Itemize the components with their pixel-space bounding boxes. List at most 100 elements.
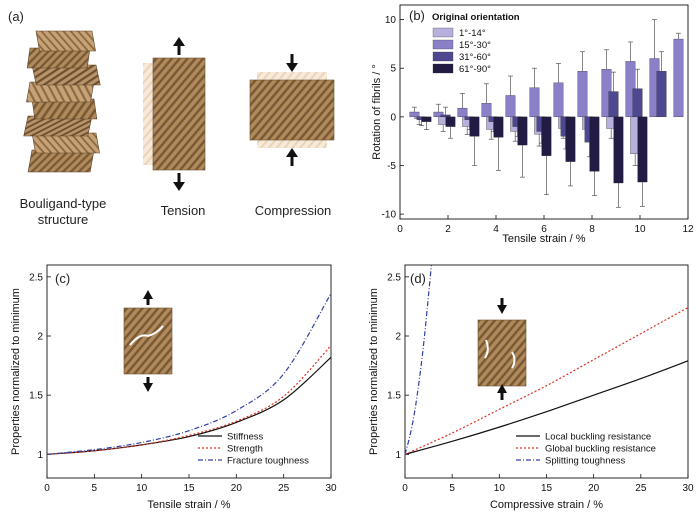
y-tick-label: 2	[37, 332, 43, 343]
y-tick-label: 1.5	[387, 391, 401, 402]
tension-block	[143, 37, 206, 191]
panel-a-label: (a)	[8, 9, 24, 24]
bar	[656, 70, 667, 118]
panel-c: (c) 0 5 10 15 20 25 30 1 1.5 2 2.5 Tensile strain /…	[10, 264, 337, 511]
legend-entry: Splitting toughness	[545, 456, 626, 467]
y-tick-label: 0	[390, 112, 396, 123]
arrow-down-icon	[143, 377, 153, 392]
x-tick-label: 30	[682, 483, 694, 494]
y-tick-label: 1	[395, 450, 401, 461]
x-axis-label: Tensile strain / %	[502, 233, 585, 245]
bar	[457, 107, 468, 118]
arrow-down-icon	[173, 173, 185, 191]
bar	[529, 87, 540, 118]
panel-a: (a)	[8, 9, 335, 227]
arrow-up-icon	[143, 290, 153, 305]
series-line	[46, 345, 332, 455]
x-tick-label: 10	[494, 483, 506, 494]
series-line	[46, 293, 332, 455]
x-tick-label: 0	[397, 224, 403, 235]
x-tick-label: 12	[682, 224, 694, 235]
bar	[637, 116, 648, 183]
bar	[673, 38, 684, 118]
legend-entry: 1°-14°	[459, 28, 486, 39]
x-tick-label: 25	[278, 483, 290, 494]
x-axis-label: Tensile strain / %	[147, 499, 230, 511]
x-axis-label: Compressive strain / %	[490, 499, 603, 511]
caption-structure-line2: structure	[38, 212, 89, 227]
y-tick-label: 10	[385, 15, 397, 26]
legend-entry: Strength	[227, 444, 263, 455]
caption-structure-line1: Bouligand-type	[20, 196, 107, 211]
panel-b: (b) 0 2 4 6 8 10 12 -10 -5 0 5 10 Tensile strain / …	[371, 4, 694, 245]
caption-tension: Tension	[161, 203, 206, 218]
y-tick-label: 2	[395, 332, 401, 343]
y-tick-label: 1	[37, 450, 43, 461]
x-tick-label: 5	[449, 483, 455, 494]
x-tick-label: 10	[136, 483, 148, 494]
x-tick-label: 10	[634, 224, 646, 235]
bar	[565, 116, 576, 162]
x-tick-label: 8	[589, 224, 595, 235]
legend-swatch	[432, 51, 454, 62]
compression-block	[249, 54, 335, 166]
x-tick-label: 30	[325, 483, 337, 494]
y-axis-label: Rotation of fibrils / °	[371, 64, 383, 160]
bar	[541, 116, 552, 156]
x-tick-label: 0	[44, 483, 50, 494]
arrow-up-icon	[173, 37, 185, 55]
series-line	[404, 307, 689, 455]
legend-title: Original orientation	[432, 12, 520, 23]
caption-compression: Compression	[255, 203, 332, 218]
y-axis-label: Properties normalized to minimum	[368, 288, 380, 455]
x-tick-label: 6	[541, 224, 547, 235]
bar	[608, 91, 619, 118]
compression-inset	[477, 298, 527, 400]
x-tick-label: 0	[402, 483, 408, 494]
legend-entry: 31°-60°	[459, 52, 491, 63]
y-tick-label: -10	[382, 210, 397, 221]
series-line	[404, 264, 433, 455]
legend-entry: 61°-90°	[459, 64, 491, 75]
bar	[481, 103, 492, 118]
bar	[517, 116, 528, 146]
series-line	[46, 356, 332, 455]
x-tick-label: 20	[588, 483, 600, 494]
bar	[445, 116, 456, 127]
bar	[505, 95, 516, 118]
tension-inset	[123, 290, 173, 392]
bar	[469, 116, 480, 137]
legend-swatch	[432, 39, 454, 50]
y-tick-label: 2.5	[29, 272, 43, 283]
legend-swatch	[432, 63, 454, 74]
bar	[553, 82, 564, 118]
bar	[577, 70, 588, 118]
panel-d-label: (d)	[410, 271, 426, 286]
x-tick-label: 25	[635, 483, 647, 494]
bar	[589, 116, 600, 172]
y-tick-label: -5	[387, 161, 396, 172]
arrow-up-icon	[497, 384, 507, 400]
bouligand-stack	[23, 30, 101, 173]
legend-entry: Stiffness	[227, 432, 264, 443]
y-axis-label: Properties normalized to minimum	[10, 288, 22, 455]
legend-entry: 15°-30°	[459, 40, 491, 51]
legend-entry: Global buckling resistance	[545, 444, 656, 455]
arrow-up-icon	[286, 148, 298, 166]
x-tick-label: 15	[541, 483, 553, 494]
x-tick-label: 4	[493, 224, 499, 235]
arrow-down-icon	[286, 54, 298, 72]
plot-frame-c	[46, 264, 332, 479]
arrow-down-icon	[497, 298, 507, 314]
bar	[493, 116, 504, 138]
series-line	[404, 360, 689, 455]
x-tick-label: 5	[92, 483, 98, 494]
bar	[613, 116, 624, 184]
legend-entry: Local buckling resistance	[545, 432, 651, 443]
x-tick-label: 15	[183, 483, 195, 494]
panel-d: (d) 0 5 10 15 20 25 30 1 1.5 2 2.5 Compressive stra…	[368, 264, 694, 511]
panel-c-label: (c)	[55, 271, 70, 286]
y-tick-label: 5	[390, 64, 396, 75]
x-tick-label: 20	[231, 483, 243, 494]
x-tick-label: 2	[445, 224, 451, 235]
